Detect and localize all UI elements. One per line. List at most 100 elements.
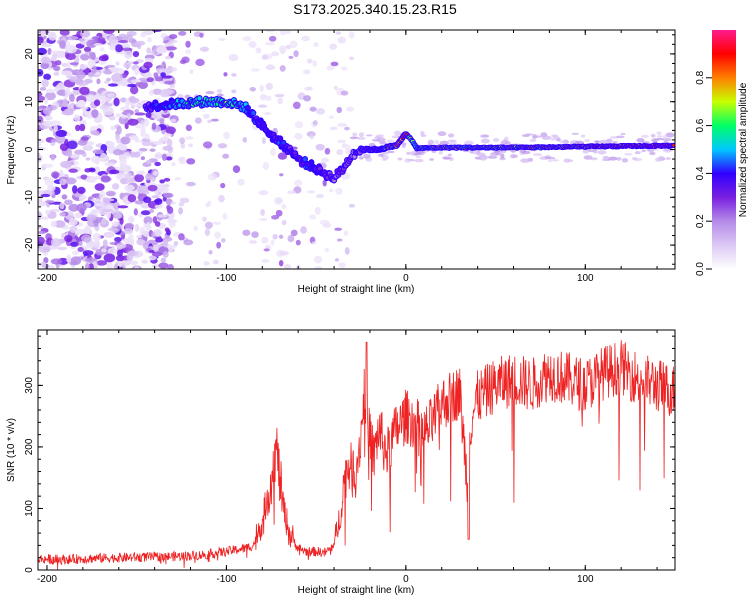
- spectrogram-noise-blob: [123, 49, 133, 59]
- spectrogram-noise-blob: [62, 98, 69, 108]
- spectrogram-noise-blob: [107, 227, 119, 232]
- spectrogram-noise-blob: [166, 204, 171, 211]
- spectrogram-noise-blob: [313, 255, 323, 264]
- spectrogram-noise-blob: [287, 234, 295, 243]
- spectrogram-noise-blob: [337, 36, 347, 44]
- spectrogram-noise-blob: [38, 95, 45, 102]
- spectrogram-noise-blob: [80, 174, 88, 180]
- spectrogram-y-ticks: -20 -10 0 10 20: [24, 34, 675, 265]
- x-tick-label: 0: [403, 273, 409, 284]
- spectrogram-noise-blob: [140, 156, 146, 161]
- spectrogram-noise-blob: [242, 229, 251, 236]
- spectrogram-noise-blob: [231, 89, 237, 94]
- spectrogram-noise-blob: [275, 209, 283, 217]
- spectrogram-noise-blob: [362, 153, 371, 159]
- spectrogram-noise-blob: [374, 136, 381, 139]
- spectrogram-noise-blob: [88, 263, 94, 269]
- spectrogram-noise-blob: [341, 66, 348, 71]
- spectrogram-noise-blob: [205, 91, 215, 95]
- spectrogram-noise-blob: [128, 215, 135, 223]
- spectrogram-noise-blob: [265, 30, 276, 33]
- spectrogram-noise-blob: [113, 149, 123, 156]
- spectrogram-noise-blob: [70, 241, 79, 247]
- spectrogram-noise-blob: [126, 113, 132, 118]
- spectrogram-noise-blob: [358, 132, 365, 138]
- spectrogram-noise-blob: [207, 119, 212, 123]
- spectrogram-noise-blob: [94, 202, 103, 207]
- spectrogram-noise-blob: [255, 47, 262, 54]
- spectrogram-noise-blob: [70, 256, 82, 266]
- spectrogram-noise-blob: [293, 50, 299, 58]
- spectrogram-noise-blob: [344, 126, 350, 131]
- spectrogram-noise-blob: [641, 141, 650, 144]
- y-tick-label: 0: [24, 146, 35, 152]
- spectrogram-noise-blob: [76, 203, 87, 213]
- spectrogram-noise-blob: [102, 208, 114, 213]
- spectrogram-noise-blob: [427, 139, 435, 145]
- spectrogram-noise-blob: [135, 82, 141, 87]
- spectrogram-noise-blob: [324, 248, 330, 253]
- spectrogram-noise-blob: [330, 61, 339, 67]
- spectrogram-noise-blob: [76, 82, 88, 86]
- spectrogram-noise-blob: [208, 250, 213, 255]
- spectrogram-noise-blob: [50, 220, 57, 228]
- spectrogram-noise-blob: [84, 168, 91, 173]
- spectrogram-noise-blob: [551, 159, 560, 162]
- spectrogram-noise-blob: [142, 230, 149, 237]
- y-tick-label: 20: [24, 48, 35, 60]
- spectrogram-noise-blob: [78, 99, 86, 107]
- spectrogram-noise-blob: [134, 174, 145, 183]
- spectrogram-noise-blob: [303, 95, 312, 102]
- spectrogram-noise-blob: [179, 197, 190, 204]
- spectrogram-noise-blob: [264, 41, 275, 46]
- spectrogram-noise-blob: [103, 30, 115, 34]
- spectrogram-noise-blob: [529, 138, 537, 143]
- spectrogram-noise-blob: [44, 115, 53, 121]
- spectrogram-noise-blob: [345, 147, 350, 155]
- spectrogram-noise-blob: [85, 157, 91, 161]
- spectrogram-noise-blob: [115, 44, 123, 53]
- spectrogram-noise-blob: [616, 156, 622, 161]
- spectrogram-noise-blob: [324, 147, 331, 155]
- spectrogram-noise-blob: [92, 208, 100, 213]
- y-tick-label: 200: [24, 438, 35, 455]
- spectrogram-noise-blob: [341, 143, 348, 147]
- spectrogram-noise-blob: [312, 60, 318, 67]
- spectrogram-noise-blob: [44, 200, 55, 204]
- spectrogram-noise-blob: [74, 149, 86, 155]
- spectrogram-noise-blob: [68, 168, 78, 173]
- snr-y-label: SNR (10 * v/v): [6, 418, 17, 482]
- spectrogram-noise-blob: [54, 220, 66, 228]
- spectrogram-noise-blob: [207, 200, 212, 206]
- spectrogram-noise-blob: [125, 99, 130, 108]
- spectrogram-noise-blob: [204, 228, 211, 237]
- spectrogram-noise-blob: [60, 70, 73, 76]
- spectrogram-ridge-cell: [303, 157, 308, 162]
- spectrogram-noise-blob: [68, 104, 75, 109]
- spectrogram-noise-blob: [140, 33, 147, 38]
- spectrogram-noise-blob: [101, 218, 107, 225]
- spectrogram-noise-blob: [237, 178, 245, 186]
- spectrogram-noise-blob: [105, 262, 113, 269]
- spectrogram-noise-blob: [562, 139, 569, 145]
- spectrogram-noise-blob: [92, 232, 101, 242]
- spectrogram-noise-blob: [195, 58, 205, 67]
- spectrogram-noise-blob: [621, 158, 629, 163]
- spectrogram-noise-blob: [108, 35, 119, 45]
- snr-series-line: [38, 340, 675, 570]
- y-tick-label: -20: [24, 237, 35, 252]
- spectrogram-noise-blob: [71, 250, 80, 256]
- spectrogram-x-label: Height of straight line (km): [298, 284, 415, 295]
- spectrogram-noise-blob: [74, 229, 87, 235]
- spectrogram-noise-blob: [616, 135, 625, 139]
- y-tick-label: 0: [24, 567, 35, 573]
- spectrogram-noise-blob: [413, 153, 422, 156]
- spectrogram-noise-blob: [148, 89, 154, 96]
- spectrogram-noise-blob: [99, 190, 106, 200]
- spectrogram-noise-blob: [38, 230, 46, 235]
- spectrogram-noise-blob: [69, 62, 79, 66]
- spectrogram-noise-blob: [503, 138, 509, 143]
- spectrogram-noise-blob: [520, 158, 530, 163]
- spectrogram-noise-blob: [357, 136, 366, 141]
